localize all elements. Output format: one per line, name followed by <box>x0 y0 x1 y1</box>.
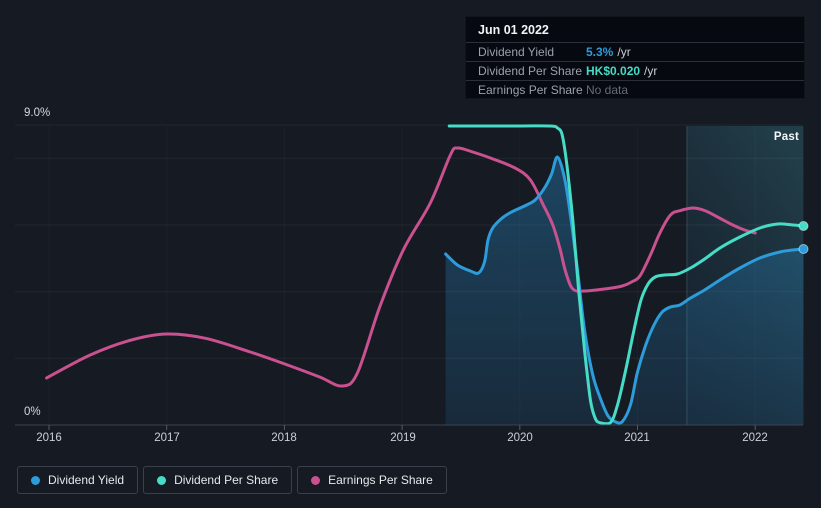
tooltip-row-earnings-per-share: Earnings Per Share No data <box>466 80 804 99</box>
x-axis-tick-label: 2019 <box>390 432 416 444</box>
legend-item-earnings-per-share[interactable]: Earnings Per Share <box>297 466 447 494</box>
legend-item-label: Earnings Per Share <box>328 473 433 487</box>
chart-tooltip-panel: Jun 01 2022 Dividend Yield 5.3% /yr Divi… <box>465 16 805 99</box>
legend-item-label: Dividend Yield <box>48 473 125 487</box>
x-axis-tick-label: 2020 <box>507 432 533 444</box>
tooltip-row-value: 5.3% <box>586 45 614 59</box>
chart-legend: Dividend Yield Dividend Per Share Earnin… <box>17 466 447 494</box>
tooltip-row-label: Dividend Yield <box>478 45 555 59</box>
y-axis-max-label: 9.0% <box>24 107 51 119</box>
tooltip-row-suffix: /yr <box>644 64 658 78</box>
x-axis-tick-label: 2017 <box>154 432 180 444</box>
tooltip-row-value: No data <box>586 83 629 97</box>
tooltip-row-suffix: /yr <box>617 45 631 59</box>
legend-item-dividend-per-share[interactable]: Dividend Per Share <box>143 466 293 494</box>
tooltip-row-label: Earnings Per Share <box>478 83 583 97</box>
series-color-dot-icon <box>31 475 40 485</box>
y-axis-min-label: 0% <box>24 406 41 418</box>
dividend-yield-endpoint-marker <box>798 244 809 254</box>
tooltip-date: Jun 01 2022 <box>478 22 549 37</box>
tooltip-row-value: HK$0.020 <box>586 64 641 78</box>
legend-item-dividend-yield[interactable]: Dividend Yield <box>17 466 139 494</box>
x-axis-tick-label: 2022 <box>742 432 768 444</box>
x-axis-tick-label: 2016 <box>36 432 62 444</box>
tooltip-row-label: Dividend Per Share <box>478 64 583 78</box>
series-color-dot-icon <box>157 475 167 485</box>
earnings-per-share-line <box>45 146 757 388</box>
dividend-yield-line <box>444 155 805 425</box>
tooltip-row-dividend-per-share: Dividend Per Share HK$0.020 /yr <box>466 61 804 80</box>
dividend-yield-area-fill <box>445 156 804 425</box>
legend-item-label: Dividend Per Share <box>174 473 279 487</box>
x-axis-tick-label: 2021 <box>624 432 650 444</box>
series-color-dot-icon <box>311 475 321 485</box>
dividend-per-share-line <box>447 124 805 426</box>
x-axis-tick-label: 2018 <box>271 432 297 444</box>
past-region-label: Past <box>773 131 799 143</box>
dividend-per-share-endpoint-marker <box>798 221 809 231</box>
tooltip-row-dividend-yield: Dividend Yield 5.3% /yr <box>466 42 804 61</box>
